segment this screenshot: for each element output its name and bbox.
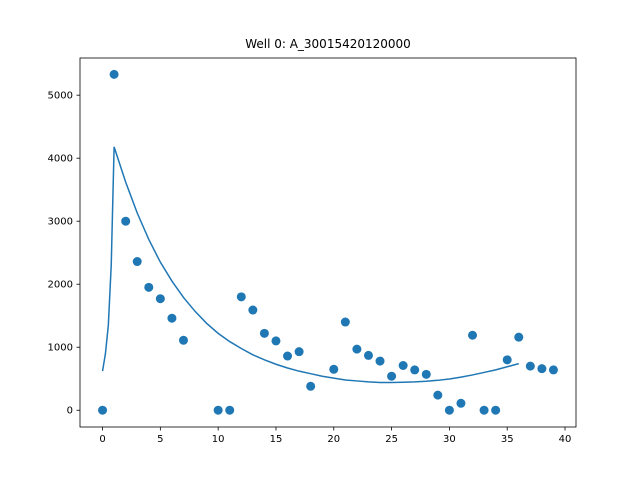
data-point	[213, 405, 223, 415]
data-point	[155, 294, 165, 304]
x-tick-label: 0	[99, 434, 105, 445]
data-point	[502, 355, 512, 365]
data-point	[375, 356, 385, 366]
y-tick-label: 0	[67, 406, 73, 417]
x-tick-label: 10	[212, 434, 225, 445]
y-tick-label: 2000	[48, 280, 73, 291]
data-point	[167, 313, 177, 323]
fit-line	[101, 146, 519, 384]
data-point	[306, 381, 316, 391]
x-tick-label: 5	[157, 434, 163, 445]
data-point	[514, 332, 524, 342]
data-point	[421, 369, 431, 379]
x-tick-label: 40	[559, 434, 572, 445]
data-point	[387, 371, 397, 381]
x-tick-label: 15	[270, 434, 283, 445]
data-point	[121, 216, 131, 226]
data-point	[398, 361, 408, 370]
data-point	[525, 361, 535, 371]
plot-area	[80, 58, 576, 427]
data-point	[236, 292, 246, 302]
y-tick-label: 3000	[48, 217, 73, 228]
data-point	[109, 69, 119, 79]
y-tick-label: 4000	[48, 154, 73, 165]
data-point	[225, 405, 235, 415]
axes: 0 5 10 15 20 25 30 35 40 0 1000 2000 3000 4000 5000	[48, 57, 577, 445]
x-tick-label: 20	[327, 434, 340, 445]
data-point	[433, 390, 443, 400]
data-point	[178, 335, 188, 345]
data-point	[363, 350, 373, 360]
y-tick-label: 5000	[48, 91, 73, 102]
data-point	[144, 282, 154, 292]
data-point	[479, 405, 489, 415]
data-point	[271, 336, 281, 346]
data-point	[444, 405, 454, 415]
x-tick-label: 25	[385, 434, 398, 445]
chart-title: Well 0: A_30015420120000	[245, 37, 411, 51]
y-tick-label: 1000	[48, 343, 73, 354]
data-point	[491, 405, 501, 415]
data-point	[548, 365, 558, 375]
data-point	[456, 398, 466, 408]
data-point	[283, 351, 293, 361]
axes-frame	[79, 57, 577, 428]
data-point	[340, 317, 350, 327]
data-point	[132, 257, 142, 267]
data-point	[294, 347, 304, 357]
data-marks	[98, 69, 558, 415]
data-point	[410, 365, 420, 375]
data-point	[98, 405, 108, 415]
data-point	[537, 364, 547, 374]
x-tick-label: 30	[443, 434, 456, 445]
data-point	[352, 344, 362, 354]
data-point	[329, 364, 339, 374]
plot-background	[80, 58, 576, 427]
data-point	[468, 330, 478, 340]
x-tick-label: 35	[501, 434, 514, 445]
data-point	[248, 305, 258, 315]
data-point	[259, 328, 269, 338]
